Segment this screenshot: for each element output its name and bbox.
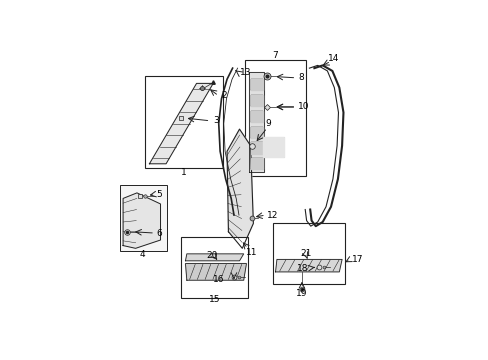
Text: 11: 11: [246, 248, 257, 257]
Text: 14: 14: [327, 54, 339, 63]
Polygon shape: [250, 79, 263, 90]
Polygon shape: [250, 111, 263, 122]
Text: 17: 17: [351, 255, 363, 264]
Polygon shape: [250, 95, 263, 106]
Text: 2: 2: [221, 91, 226, 100]
Text: 3: 3: [213, 116, 219, 125]
Text: 6: 6: [156, 229, 162, 238]
Text: 10: 10: [298, 103, 309, 112]
Text: 5: 5: [156, 190, 162, 199]
Text: 18: 18: [297, 264, 308, 273]
Text: 12: 12: [267, 211, 278, 220]
Polygon shape: [185, 254, 243, 261]
Text: 1: 1: [181, 168, 186, 177]
Text: 7: 7: [272, 51, 278, 60]
Bar: [145, 76, 223, 168]
Text: 9: 9: [264, 119, 270, 128]
Polygon shape: [185, 264, 246, 280]
Bar: [120, 185, 167, 251]
Text: 8: 8: [298, 73, 304, 82]
Bar: [244, 60, 305, 176]
Polygon shape: [149, 84, 213, 164]
Polygon shape: [250, 158, 263, 169]
Bar: [181, 237, 247, 298]
Text: 20: 20: [206, 251, 217, 260]
Polygon shape: [275, 260, 342, 272]
Text: 15: 15: [208, 295, 220, 304]
Polygon shape: [123, 193, 160, 248]
Polygon shape: [250, 127, 263, 138]
Polygon shape: [250, 143, 263, 153]
Text: 19: 19: [296, 289, 307, 298]
Text: 13: 13: [239, 68, 250, 77]
Polygon shape: [263, 138, 284, 157]
Text: 4: 4: [140, 250, 145, 259]
Bar: [272, 223, 344, 284]
Text: 21: 21: [300, 249, 311, 258]
Text: 16: 16: [212, 275, 224, 284]
Polygon shape: [249, 72, 264, 172]
Polygon shape: [226, 129, 253, 248]
